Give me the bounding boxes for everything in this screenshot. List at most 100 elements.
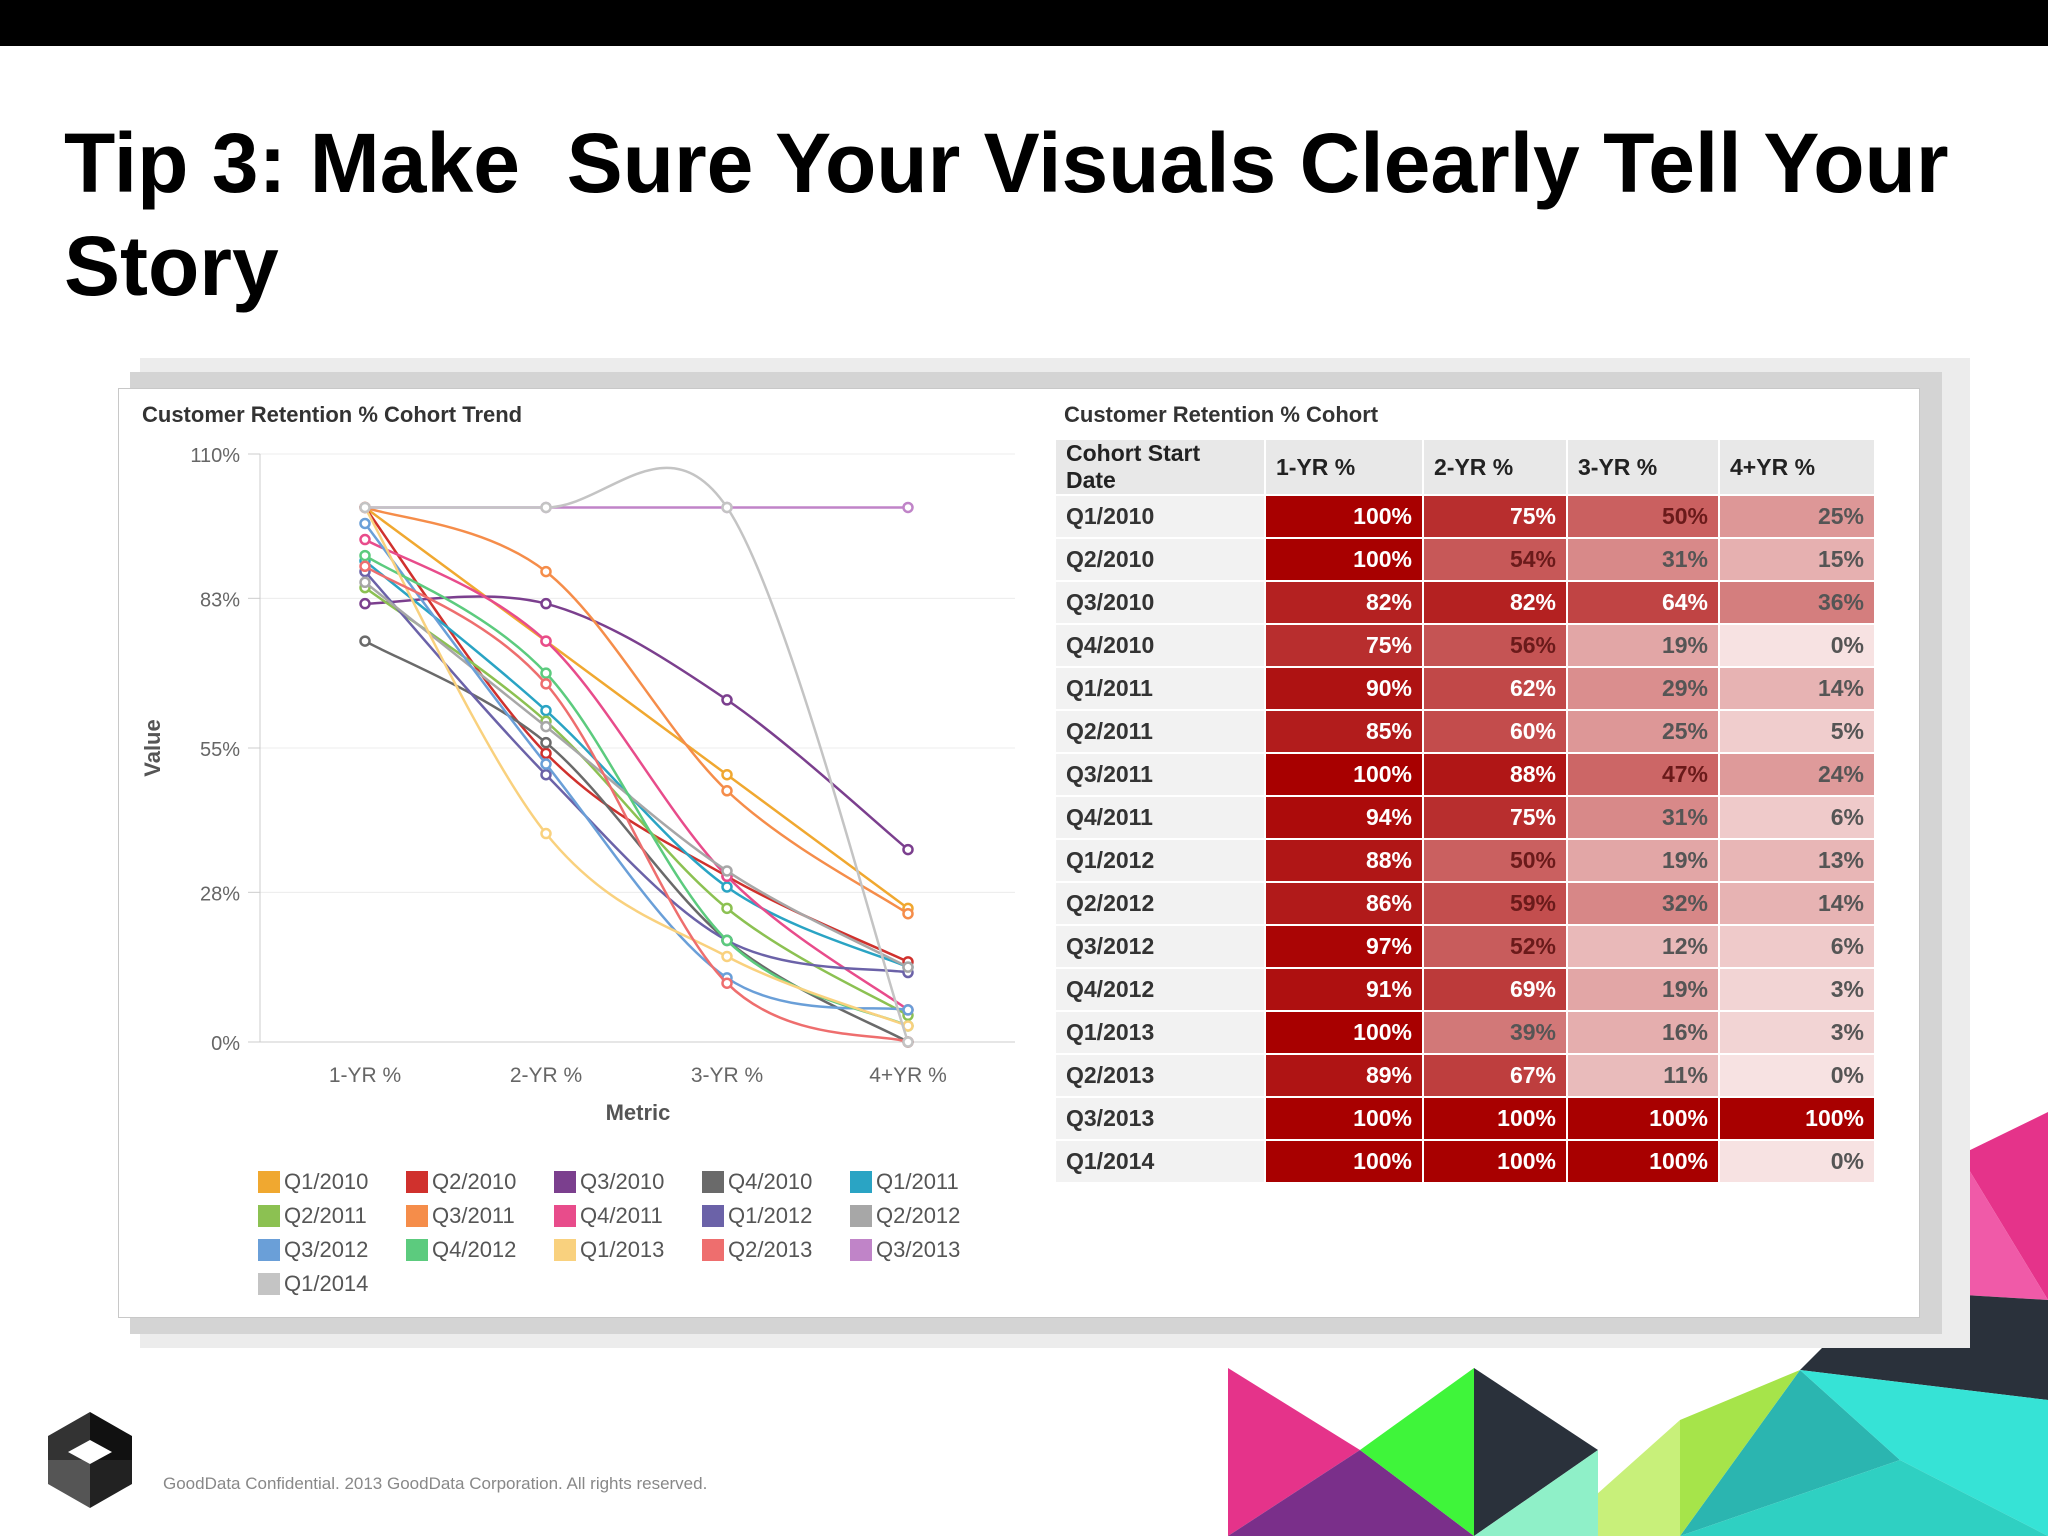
legend-label: Q4/2010 bbox=[728, 1169, 813, 1194]
table-row: Q4/2011 94% 75% 31% 6% bbox=[1056, 796, 1876, 840]
retention-value-cell: 15% bbox=[1719, 538, 1876, 582]
retention-value-cell: 52% bbox=[1423, 925, 1568, 969]
legend-item: Q3/2011 bbox=[406, 1202, 554, 1230]
data-point-Q2-2012-2 bbox=[721, 865, 733, 877]
legend-swatch bbox=[702, 1205, 724, 1227]
y-tick-label: 110% bbox=[190, 445, 240, 467]
data-point-Q2-2011-2 bbox=[721, 902, 733, 915]
table-row: Q2/2011 85% 60% 25% 5% bbox=[1056, 710, 1876, 754]
data-point-Q3-2011-3 bbox=[902, 907, 914, 920]
cohort-date-cell: Q1/2010 bbox=[1056, 495, 1266, 539]
retention-value-cell: 100% bbox=[1265, 1140, 1424, 1184]
data-point-Q1-2011-2 bbox=[721, 881, 733, 893]
data-point-Q1-2014-3 bbox=[902, 1036, 914, 1048]
data-point-Q4-2011-1 bbox=[540, 635, 552, 647]
legend-item: Q1/2012 bbox=[702, 1202, 850, 1230]
legend-label: Q3/2010 bbox=[580, 1169, 665, 1194]
retention-value-cell: 82% bbox=[1423, 581, 1568, 625]
column-header: 1-YR % bbox=[1265, 440, 1424, 496]
retention-value-cell: 100% bbox=[1265, 1011, 1424, 1055]
legend-item: Q1/2014 bbox=[258, 1270, 406, 1298]
legend-label: Q3/2011 bbox=[432, 1203, 515, 1228]
data-point-Q3-2010-3 bbox=[902, 843, 914, 856]
legend-item: Q2/2011 bbox=[258, 1202, 406, 1230]
series-line-Q4-2010 bbox=[364, 640, 909, 1044]
data-point-Q1-2014-2 bbox=[721, 501, 733, 514]
legend-item: Q2/2012 bbox=[850, 1202, 998, 1230]
retention-value-cell: 12% bbox=[1567, 925, 1720, 969]
table-row: Q3/2013 100% 100% 100% 100% bbox=[1056, 1097, 1876, 1141]
cohort-date-cell: Q1/2014 bbox=[1056, 1140, 1266, 1184]
table-title: Customer Retention % Cohort bbox=[1064, 402, 1379, 427]
cohort-date-cell: Q3/2011 bbox=[1056, 753, 1266, 797]
legend-swatch bbox=[406, 1205, 428, 1227]
retention-value-cell: 0% bbox=[1719, 1054, 1876, 1098]
x-axis-label: Metric bbox=[606, 1100, 671, 1125]
retention-value-cell: 94% bbox=[1265, 796, 1424, 840]
retention-value-cell: 24% bbox=[1719, 753, 1876, 797]
table-row: Q4/2012 91% 69% 19% 3% bbox=[1056, 968, 1876, 1012]
cohort-date-cell: Q3/2010 bbox=[1056, 581, 1266, 625]
legend-item: Q4/2012 bbox=[406, 1236, 554, 1264]
legend-label: Q4/2012 bbox=[432, 1237, 517, 1262]
data-point-Q2-2010-1 bbox=[540, 747, 552, 760]
data-point-Q2-2012-0 bbox=[359, 576, 371, 589]
legend-item: Q4/2010 bbox=[702, 1168, 850, 1196]
goodData-g-logo-icon bbox=[48, 1412, 132, 1508]
legend-label: Q3/2013 bbox=[876, 1237, 961, 1262]
x-tick-label: 4+YR % bbox=[869, 1064, 947, 1087]
data-point-Q3-2012-1 bbox=[540, 758, 552, 770]
data-point-Q1-2014-1 bbox=[540, 501, 552, 514]
table-row: Q2/2010 100% 54% 31% 15% bbox=[1056, 538, 1876, 582]
retention-value-cell: 36% bbox=[1719, 581, 1876, 625]
retention-value-cell: 19% bbox=[1567, 624, 1720, 668]
legend-item: Q2/2010 bbox=[406, 1168, 554, 1196]
retention-value-cell: 100% bbox=[1265, 495, 1424, 539]
legend-label: Q1/2010 bbox=[284, 1169, 369, 1194]
column-header: 2-YR % bbox=[1423, 440, 1568, 496]
retention-value-cell: 31% bbox=[1567, 796, 1720, 840]
legend-swatch bbox=[258, 1171, 280, 1193]
table-row: Q2/2013 89% 67% 11% 0% bbox=[1056, 1054, 1876, 1098]
retention-value-cell: 88% bbox=[1423, 753, 1568, 797]
data-point-Q2-2013-2 bbox=[721, 977, 733, 989]
retention-value-cell: 0% bbox=[1719, 1140, 1876, 1184]
retention-value-cell: 39% bbox=[1423, 1011, 1568, 1055]
legend-label: Q1/2012 bbox=[728, 1203, 813, 1228]
legend-item: Q1/2011 bbox=[850, 1168, 998, 1196]
retention-value-cell: 100% bbox=[1423, 1140, 1568, 1184]
retention-value-cell: 54% bbox=[1423, 538, 1568, 582]
retention-value-cell: 47% bbox=[1567, 753, 1720, 797]
legend-item: Q3/2010 bbox=[554, 1168, 702, 1196]
series-line-Q2-2013 bbox=[364, 565, 909, 1044]
data-point-Q2-2013-1 bbox=[540, 678, 552, 690]
retention-value-cell: 14% bbox=[1719, 667, 1876, 711]
legend-label: Q2/2011 bbox=[284, 1203, 367, 1228]
legend-label: Q4/2011 bbox=[580, 1203, 663, 1228]
retention-value-cell: 32% bbox=[1567, 882, 1720, 926]
retention-value-cell: 29% bbox=[1567, 667, 1720, 711]
retention-value-cell: 100% bbox=[1719, 1097, 1876, 1141]
table-row: Q1/2010 100% 75% 50% 25% bbox=[1056, 495, 1876, 539]
data-point-Q1-2013-1 bbox=[540, 827, 552, 840]
table-row: Q1/2014 100% 100% 100% 0% bbox=[1056, 1140, 1876, 1184]
data-point-Q1-2010-2 bbox=[721, 768, 733, 781]
legend-item: Q4/2011 bbox=[554, 1202, 702, 1230]
data-point-Q3-2010-1 bbox=[540, 597, 552, 610]
legend-swatch bbox=[406, 1171, 428, 1193]
data-point-Q1-2014-0 bbox=[359, 501, 371, 514]
retention-value-cell: 11% bbox=[1567, 1054, 1720, 1098]
data-point-Q2-2012-3 bbox=[902, 961, 914, 973]
retention-value-cell: 6% bbox=[1719, 925, 1876, 969]
retention-value-cell: 14% bbox=[1719, 882, 1876, 926]
retention-value-cell: 88% bbox=[1265, 839, 1424, 883]
data-point-Q1-2011-1 bbox=[540, 704, 552, 717]
cohort-trend-line-chart: 110% 83% 55% 28% 0% 1-YR % 2-YR % 3-YR % 4+YR % M… bbox=[140, 445, 1015, 1125]
retention-value-cell: 62% bbox=[1423, 667, 1568, 711]
retention-value-cell: 100% bbox=[1265, 538, 1424, 582]
legend-item: Q3/2012 bbox=[258, 1236, 406, 1264]
retention-value-cell: 19% bbox=[1567, 968, 1720, 1012]
table-row: Q1/2012 88% 50% 19% 13% bbox=[1056, 839, 1876, 883]
series-line-Q1-2013 bbox=[363, 506, 909, 1028]
retention-value-cell: 59% bbox=[1423, 882, 1568, 926]
